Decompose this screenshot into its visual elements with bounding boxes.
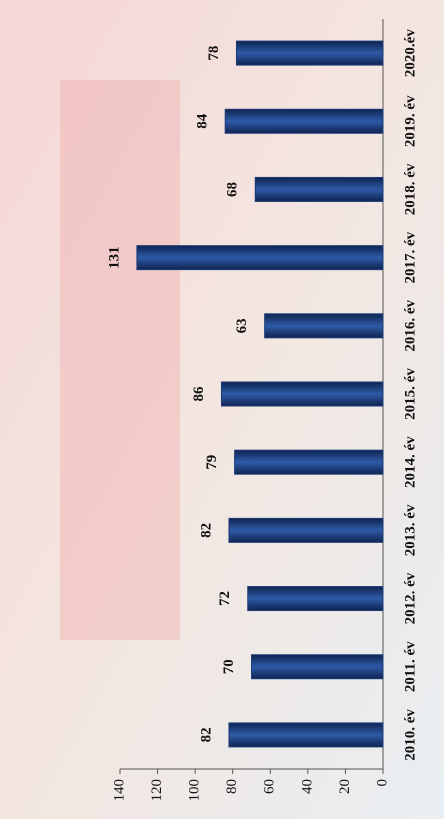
bar [235,40,384,66]
background-shape [60,80,180,640]
y-tick-label: 40 [299,779,315,794]
y-tick-label: 60 [262,779,278,794]
bar [251,654,384,680]
data-label: 86 [191,386,207,402]
data-label: 131 [106,246,122,269]
x-tick-label: 2013. év [402,504,418,556]
x-tick-label: 2016. év [402,299,418,351]
data-label: 84 [195,113,211,129]
data-label: 78 [206,46,222,61]
y-tick-label: 20 [337,779,353,794]
data-label: 79 [204,455,220,470]
data-label: 63 [234,318,250,333]
x-tick-label: 2018. év [402,163,418,215]
data-label: 72 [217,591,233,606]
data-label: 82 [198,523,214,538]
data-label: 68 [225,182,241,197]
x-tick-label: 2020.év [402,29,418,77]
bar [228,722,384,748]
y-tick-label: 140 [111,779,127,802]
x-tick-label: 2015. év [402,368,418,420]
y-tick-label: 100 [187,779,203,802]
y-tick-label: 0 [374,779,390,787]
x-tick-label: 2011. év [402,641,418,692]
plot: 0 20 40 60 80 100 120 140 82 2010. év 70 2011. év 72… [106,19,418,802]
bar [220,381,384,407]
bar [136,245,384,271]
x-tick-label: 2014. év [402,436,418,488]
data-label: 70 [221,659,237,674]
bar [228,517,384,543]
bar [234,449,384,475]
data-label: 82 [198,727,214,742]
x-tick-label: 2017. év [402,231,418,283]
bar [247,586,384,612]
y-tick-label: 120 [149,779,165,802]
bar [264,313,384,339]
x-tick-label: 2010. év [402,709,418,761]
bar [224,108,384,134]
x-tick-label: 2012. év [402,572,418,624]
y-tick-label: 80 [224,779,240,794]
bar [254,176,384,202]
x-tick-label: 2019. év [402,95,418,147]
